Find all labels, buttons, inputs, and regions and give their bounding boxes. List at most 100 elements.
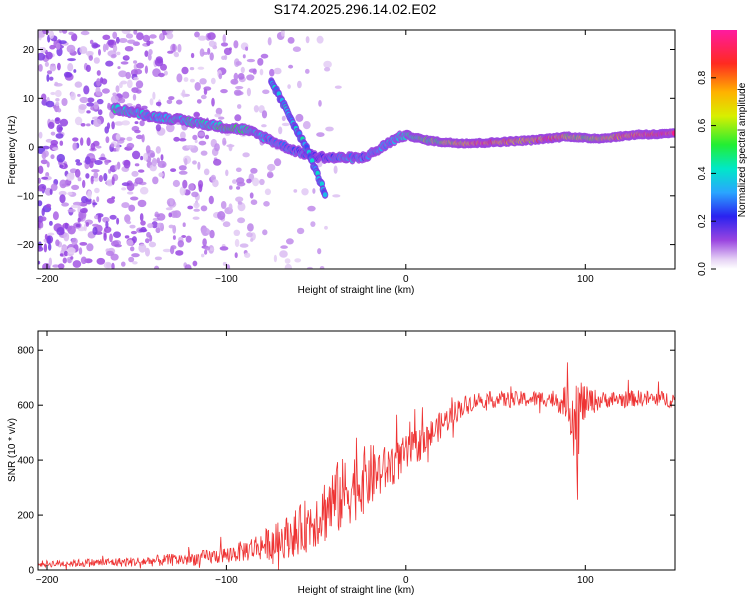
noise-speckle <box>163 70 168 76</box>
noise-speckle <box>96 91 102 97</box>
noise-speckle <box>79 242 88 246</box>
noise-speckle <box>174 53 179 58</box>
noise-speckle <box>55 98 60 102</box>
noise-speckle <box>141 134 145 143</box>
noise-speckle <box>126 79 133 89</box>
noise-speckle <box>87 190 92 200</box>
noise-speckle <box>48 257 52 267</box>
noise-speckle <box>98 49 101 56</box>
noise-speckle <box>63 250 69 257</box>
noise-speckle <box>124 46 134 52</box>
noise-speckle <box>253 105 259 113</box>
noise-speckle <box>82 179 86 189</box>
noise-speckle <box>105 221 109 229</box>
noise-speckle <box>56 153 65 163</box>
noise-speckle <box>247 223 254 232</box>
noise-speckle <box>133 30 138 35</box>
noise-speckle <box>53 83 63 87</box>
noise-speckle <box>305 68 310 74</box>
noise-speckle <box>132 94 137 101</box>
noise-speckle <box>126 142 135 149</box>
noise-speckle <box>220 89 228 94</box>
noise-speckle <box>210 247 215 251</box>
spectrogram-x-label: Height of straight line (km) <box>298 285 415 296</box>
noise-speckle <box>301 188 309 196</box>
noise-speckle <box>67 62 74 72</box>
noise-speckle <box>194 139 198 143</box>
noise-speckle <box>233 40 239 49</box>
noise-speckle <box>284 263 292 269</box>
noise-speckle <box>302 121 311 130</box>
noise-speckle <box>204 134 210 140</box>
noise-speckle <box>47 235 51 245</box>
noise-speckle <box>168 212 172 218</box>
x-tick-label: 100 <box>577 575 594 586</box>
noise-speckle <box>183 77 189 82</box>
noise-speckle <box>56 227 65 236</box>
noise-speckle <box>85 199 92 205</box>
noise-speckle <box>217 211 226 220</box>
noise-speckle <box>234 238 240 248</box>
noise-speckle <box>94 160 103 165</box>
noise-speckle <box>92 226 98 236</box>
noise-speckle <box>70 256 74 260</box>
noise-speckle <box>262 89 270 95</box>
noise-speckle <box>55 42 61 50</box>
noise-speckle <box>49 220 53 226</box>
noise-speckle <box>101 88 110 94</box>
noise-speckle <box>316 35 324 44</box>
noise-speckle <box>121 30 131 35</box>
noise-speckle <box>260 53 269 59</box>
noise-speckle <box>200 94 207 100</box>
noise-speckle <box>152 91 156 100</box>
noise-speckle <box>116 51 121 56</box>
noise-speckle <box>93 57 100 64</box>
noise-speckle <box>114 121 124 126</box>
noise-speckle <box>92 202 98 206</box>
noise-speckle <box>158 172 164 178</box>
noise-speckle <box>145 35 151 42</box>
noise-speckle <box>145 238 150 244</box>
noise-speckle <box>85 222 89 227</box>
noise-speckle <box>102 216 110 223</box>
noise-speckle <box>237 104 242 109</box>
noise-speckle <box>184 158 188 166</box>
noise-speckle <box>218 116 225 120</box>
noise-speckle <box>42 145 50 150</box>
noise-speckle <box>180 131 186 140</box>
noise-speckle <box>128 204 136 212</box>
noise-speckle <box>193 208 200 212</box>
noise-speckle <box>281 115 286 122</box>
noise-speckle <box>135 80 144 89</box>
noise-speckle <box>229 185 233 190</box>
noise-speckle <box>112 44 118 53</box>
noise-speckle <box>237 217 246 224</box>
noise-speckle <box>57 263 65 269</box>
y-tick-label: 20 <box>23 45 35 56</box>
noise-speckle <box>38 246 44 252</box>
noise-speckle <box>197 66 205 70</box>
noise-speckle <box>166 32 174 40</box>
noise-speckle <box>59 194 66 204</box>
noise-speckle <box>148 49 153 56</box>
noise-speckle <box>192 216 200 220</box>
noise-speckle <box>222 261 227 266</box>
noise-speckle <box>194 82 201 91</box>
noise-speckle <box>238 201 243 205</box>
noise-speckle <box>261 110 268 119</box>
noise-speckle <box>67 208 76 213</box>
noise-speckle <box>50 91 56 96</box>
noise-speckle <box>132 150 141 160</box>
noise-speckle <box>71 33 78 42</box>
x-tick-label: −200 <box>36 575 59 586</box>
noise-speckle <box>59 164 64 169</box>
noise-speckle <box>131 236 137 244</box>
colorbar-tick-label: 0.4 <box>697 166 708 180</box>
noise-speckle <box>49 76 54 81</box>
noise-speckle <box>91 169 100 173</box>
noise-speckle <box>169 198 174 206</box>
noise-speckle <box>127 39 136 44</box>
noise-speckle <box>162 248 172 253</box>
noise-speckle <box>190 52 195 59</box>
